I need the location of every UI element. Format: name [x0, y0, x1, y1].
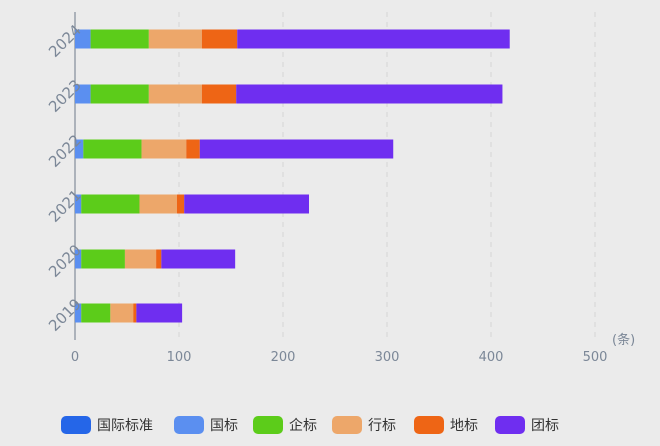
bar-2023-企标 [90, 84, 149, 104]
legend-item-地标: 地标 [414, 416, 478, 434]
bar-2023-地标 [201, 84, 237, 104]
bar-2024-行标 [148, 29, 202, 49]
bar-2020-行标 [124, 249, 157, 269]
legend-label-团标: 团标 [531, 418, 559, 434]
legend-item-国际标准: 国际标准 [61, 416, 153, 434]
legend-label-国际标准: 国际标准 [97, 418, 153, 434]
legend-swatch-团标 [495, 416, 525, 434]
legend-label-地标: 地标 [450, 418, 478, 434]
bar-2022-团标 [199, 139, 394, 159]
bar-2020-国标 [75, 249, 82, 269]
legend-swatch-国标 [174, 416, 204, 434]
legend-swatch-行标 [332, 416, 362, 434]
legend-label-行标: 行标 [368, 418, 396, 434]
legend-swatch-地标 [414, 416, 444, 434]
bar-2023-行标 [148, 84, 202, 104]
bar-2019-地标 [133, 303, 137, 323]
bar-2023-团标 [236, 84, 503, 104]
bar-2021-地标 [176, 194, 185, 214]
bar-2019-企标 [81, 303, 111, 323]
bar-2022-地标 [186, 139, 200, 159]
bar-2020-企标 [81, 249, 125, 269]
bar-2019-团标 [136, 303, 183, 323]
legend-swatch-国际标准 [61, 416, 91, 434]
bar-2022-企标 [83, 139, 142, 159]
legend-label-企标: 企标 [289, 417, 317, 434]
bar-2021-行标 [139, 194, 177, 214]
legend-item-企标: 企标 [253, 416, 317, 434]
x-tick-label-400: 400 [479, 350, 504, 365]
bar-2024-团标 [237, 29, 510, 49]
bar-2020-地标 [156, 249, 162, 269]
x-tick-label-500: 500 [583, 350, 608, 365]
bar-2019-国标 [75, 303, 82, 323]
x-tick-label-300: 300 [375, 350, 400, 365]
bar-2021-国标 [75, 194, 82, 214]
bar-2023-国标 [75, 84, 91, 104]
bar-2022-国标 [75, 139, 84, 159]
x-tick-label-100: 100 [167, 350, 192, 365]
bar-2024-企标 [90, 29, 149, 49]
legend-item-行标: 行标 [332, 416, 396, 434]
bar-2024-地标 [201, 29, 238, 49]
x-unit-label: (条) [612, 332, 635, 348]
x-tick-label-200: 200 [271, 350, 296, 365]
bar-2020-团标 [161, 249, 236, 269]
bar-2021-团标 [184, 194, 309, 214]
x-tick-label-0: 0 [71, 350, 79, 365]
bar-2021-企标 [81, 194, 140, 214]
bar-2024-国标 [75, 29, 91, 49]
bar-2019-行标 [110, 303, 134, 323]
legend-item-国标: 国标 [174, 416, 238, 434]
bar-2022-行标 [141, 139, 187, 159]
legend-swatch-企标 [253, 416, 283, 434]
legend-item-团标: 团标 [495, 416, 559, 434]
legend-label-国标: 国标 [210, 418, 238, 434]
